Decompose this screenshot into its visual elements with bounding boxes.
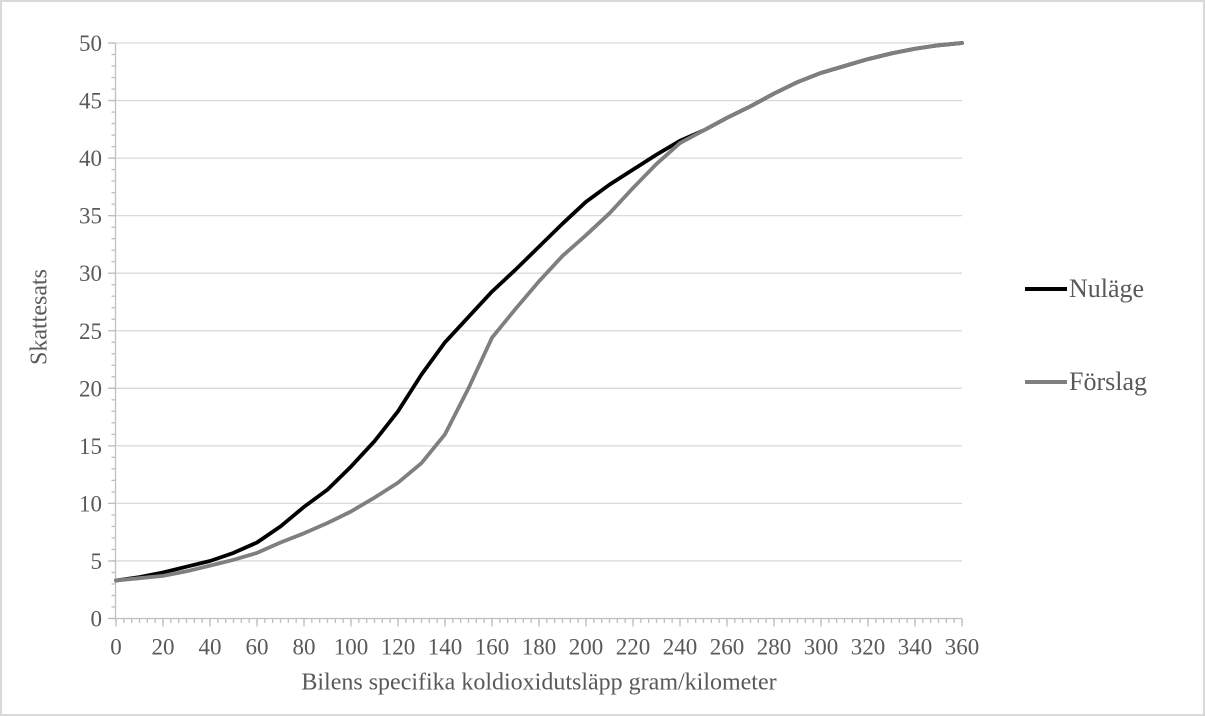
y-tick-label: 40 bbox=[79, 146, 102, 171]
x-tick-label: 60 bbox=[246, 635, 269, 660]
legend-label-nulage: Nuläge bbox=[1069, 274, 1145, 303]
series-line-forslag bbox=[114, 41, 964, 583]
x-tick-label: 200 bbox=[569, 635, 604, 660]
x-tick-label: 100 bbox=[334, 635, 369, 660]
x-tick-label: 20 bbox=[152, 635, 175, 660]
y-tick-label: 0 bbox=[91, 607, 103, 632]
x-tick-label: 300 bbox=[804, 635, 839, 660]
x-tick-label: 40 bbox=[199, 635, 222, 660]
y-axis-title: Skattesats bbox=[26, 269, 53, 365]
series-line-nulage bbox=[114, 41, 964, 583]
legend-line-nulage-icon bbox=[1025, 287, 1067, 291]
x-tick-label: 120 bbox=[381, 635, 416, 660]
y-tick-label: 50 bbox=[79, 31, 102, 56]
legend-entry-nulage: Nuläge bbox=[1025, 274, 1144, 304]
x-tick-label: 240 bbox=[663, 635, 698, 660]
x-tick-label: 80 bbox=[293, 635, 316, 660]
y-tick-label: 10 bbox=[79, 491, 102, 516]
y-tick-label: 15 bbox=[79, 434, 102, 459]
x-tick-label: 260 bbox=[710, 635, 745, 660]
legend-line-forslag-icon bbox=[1025, 380, 1067, 384]
x-tick-label: 280 bbox=[757, 635, 792, 660]
y-tick-label: 5 bbox=[91, 549, 103, 574]
y-tick-label: 30 bbox=[79, 261, 102, 286]
legend-entry-forslag: Förslag bbox=[1025, 367, 1147, 397]
x-tick-label: 0 bbox=[110, 635, 122, 660]
x-tick-label: 320 bbox=[851, 635, 886, 660]
x-axis-title: Bilens specifika koldioxidutsläpp gram/k… bbox=[301, 669, 777, 696]
y-tick-label: 20 bbox=[79, 376, 102, 401]
x-tick-label: 360 bbox=[945, 635, 980, 660]
x-tick-label: 140 bbox=[428, 635, 463, 660]
y-tick-label: 25 bbox=[79, 319, 102, 344]
y-tick-label: 35 bbox=[79, 204, 102, 229]
y-tick-label: 45 bbox=[79, 89, 102, 114]
x-tick-label: 160 bbox=[475, 635, 510, 660]
x-tick-label: 220 bbox=[616, 635, 651, 660]
legend-label-forslag: Förslag bbox=[1069, 367, 1147, 396]
x-tick-label: 340 bbox=[898, 635, 933, 660]
x-tick-label: 180 bbox=[522, 635, 557, 660]
